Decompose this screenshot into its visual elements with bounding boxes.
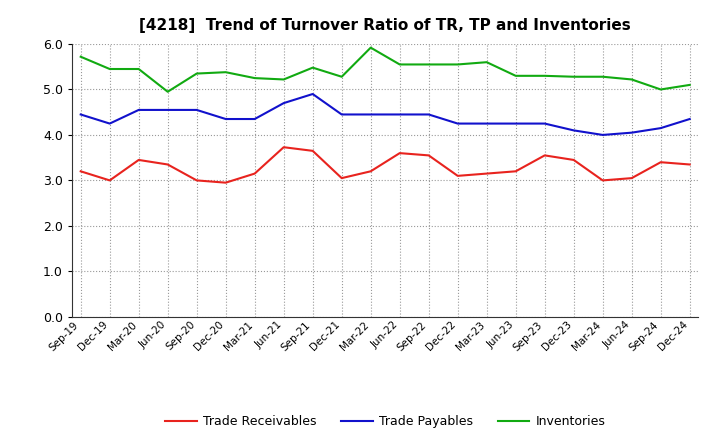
Trade Payables	[685, 116, 694, 121]
Trade Receivables	[163, 162, 172, 167]
Inventories	[627, 77, 636, 82]
Inventories	[135, 66, 143, 72]
Trade Receivables	[76, 169, 85, 174]
Trade Payables	[221, 116, 230, 121]
Inventories	[251, 76, 259, 81]
Trade Payables	[308, 92, 317, 97]
Trade Receivables	[482, 171, 491, 176]
Trade Payables	[541, 121, 549, 126]
Inventories	[482, 59, 491, 65]
Trade Payables	[424, 112, 433, 117]
Trade Payables	[482, 121, 491, 126]
Legend: Trade Receivables, Trade Payables, Inventories: Trade Receivables, Trade Payables, Inven…	[161, 411, 610, 433]
Trade Receivables	[511, 169, 520, 174]
Trade Receivables	[570, 157, 578, 162]
Trade Receivables	[541, 153, 549, 158]
Trade Receivables	[192, 178, 201, 183]
Trade Payables	[279, 100, 288, 106]
Trade Receivables	[424, 153, 433, 158]
Trade Receivables	[135, 157, 143, 162]
Trade Receivables	[338, 176, 346, 181]
Inventories	[541, 73, 549, 78]
Inventories	[105, 66, 114, 72]
Trade Receivables	[221, 180, 230, 185]
Trade Payables	[454, 121, 462, 126]
Trade Receivables	[366, 169, 375, 174]
Inventories	[395, 62, 404, 67]
Inventories	[657, 87, 665, 92]
Trade Payables	[511, 121, 520, 126]
Trade Payables	[570, 128, 578, 133]
Trade Payables	[598, 132, 607, 138]
Trade Receivables	[395, 150, 404, 156]
Trade Payables	[366, 112, 375, 117]
Line: Inventories: Inventories	[81, 48, 690, 92]
Inventories	[454, 62, 462, 67]
Trade Payables	[163, 107, 172, 113]
Inventories	[221, 70, 230, 75]
Trade Receivables	[598, 178, 607, 183]
Trade Payables	[105, 121, 114, 126]
Trade Payables	[76, 112, 85, 117]
Inventories	[570, 74, 578, 79]
Inventories	[598, 74, 607, 79]
Title: [4218]  Trend of Turnover Ratio of TR, TP and Inventories: [4218] Trend of Turnover Ratio of TR, TP…	[140, 18, 631, 33]
Trade Receivables	[105, 178, 114, 183]
Inventories	[192, 71, 201, 76]
Trade Payables	[192, 107, 201, 113]
Trade Payables	[627, 130, 636, 136]
Trade Receivables	[685, 162, 694, 167]
Trade Receivables	[279, 145, 288, 150]
Inventories	[338, 74, 346, 79]
Trade Payables	[135, 107, 143, 113]
Inventories	[76, 54, 85, 59]
Trade Receivables	[657, 160, 665, 165]
Inventories	[308, 65, 317, 70]
Trade Payables	[338, 112, 346, 117]
Trade Receivables	[627, 176, 636, 181]
Inventories	[511, 73, 520, 78]
Inventories	[685, 82, 694, 88]
Trade Receivables	[251, 171, 259, 176]
Trade Payables	[251, 116, 259, 121]
Line: Trade Receivables: Trade Receivables	[81, 147, 690, 183]
Trade Receivables	[454, 173, 462, 179]
Line: Trade Payables: Trade Payables	[81, 94, 690, 135]
Inventories	[163, 89, 172, 94]
Trade Payables	[395, 112, 404, 117]
Inventories	[279, 77, 288, 82]
Inventories	[424, 62, 433, 67]
Inventories	[366, 45, 375, 50]
Trade Payables	[657, 125, 665, 131]
Trade Receivables	[308, 148, 317, 154]
